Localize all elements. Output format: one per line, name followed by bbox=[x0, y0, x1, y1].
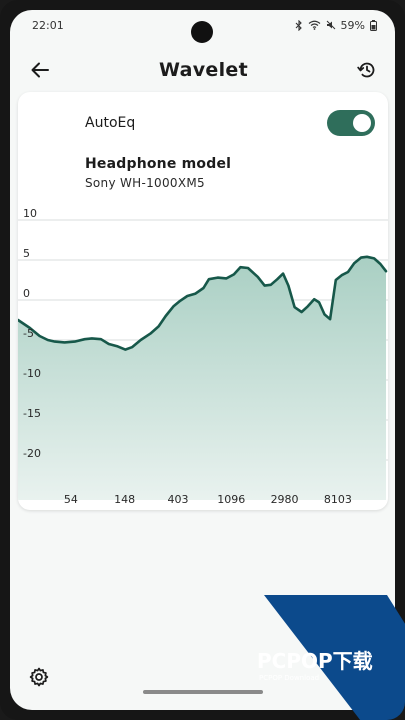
x-tick-label: 54 bbox=[64, 493, 78, 506]
bottom-bar bbox=[10, 650, 395, 710]
settings-button[interactable] bbox=[26, 664, 52, 690]
toggle-knob bbox=[353, 114, 371, 132]
status-bar: 22:01 59% bbox=[10, 10, 395, 40]
page-title: Wavelet bbox=[159, 59, 248, 81]
status-icons: 59% bbox=[295, 19, 377, 32]
battery-percent: 59% bbox=[340, 18, 365, 32]
autoeq-toggle[interactable] bbox=[327, 110, 375, 136]
eq-curve-line bbox=[18, 255, 388, 351]
x-tick-label: 2980 bbox=[271, 493, 299, 506]
x-tick-label: 148 bbox=[114, 493, 135, 506]
eq-curve-area bbox=[18, 256, 386, 500]
history-icon bbox=[357, 62, 375, 78]
mute-icon bbox=[326, 20, 335, 30]
y-tick-label: -15 bbox=[23, 407, 41, 420]
autoeq-label: AutoEq bbox=[85, 115, 136, 131]
autoeq-row: AutoEq bbox=[85, 106, 375, 140]
watermark-ribbon bbox=[264, 595, 405, 720]
history-button[interactable] bbox=[353, 56, 381, 84]
watermark: PCPOP下载 PCPOP Download bbox=[257, 595, 405, 720]
headphone-model-title: Headphone model bbox=[85, 156, 232, 172]
x-tick-label: 8103 bbox=[324, 493, 352, 506]
x-tick-label: 1096 bbox=[217, 493, 245, 506]
bluetooth-icon bbox=[295, 19, 302, 31]
watermark-brand: PCPOP下载 bbox=[257, 649, 373, 673]
wifi-icon bbox=[308, 20, 320, 30]
eq-curve-chart: 10 5 0 -5 -10 -15 -20 54 148 403 1096 2980 8103 bbox=[18, 207, 388, 506]
y-tick-label: 5 bbox=[23, 247, 30, 260]
status-time: 22:01 bbox=[32, 18, 64, 32]
y-tick-label: 0 bbox=[23, 287, 30, 300]
app-bar: Wavelet bbox=[10, 48, 395, 92]
arrow-left-icon bbox=[31, 62, 49, 78]
y-tick-label: -10 bbox=[23, 367, 41, 380]
autoeq-card: AutoEq Headphone model Sony WH-1000XM5 1… bbox=[18, 92, 388, 510]
y-tick-label: -5 bbox=[23, 327, 34, 340]
app-screen: 22:01 59% Wavelet AutoEq bbox=[10, 10, 395, 710]
y-tick-label: 10 bbox=[23, 207, 37, 220]
gear-icon bbox=[29, 667, 49, 687]
home-indicator[interactable] bbox=[143, 690, 263, 694]
headphone-model-value[interactable]: Sony WH-1000XM5 bbox=[85, 176, 205, 190]
back-button[interactable] bbox=[26, 56, 54, 84]
x-tick-label: 403 bbox=[167, 493, 188, 506]
camera-cutout bbox=[191, 21, 213, 43]
watermark-sub: PCPOP Download bbox=[259, 674, 319, 682]
y-tick-label: -20 bbox=[23, 447, 41, 460]
battery-icon bbox=[370, 19, 377, 31]
